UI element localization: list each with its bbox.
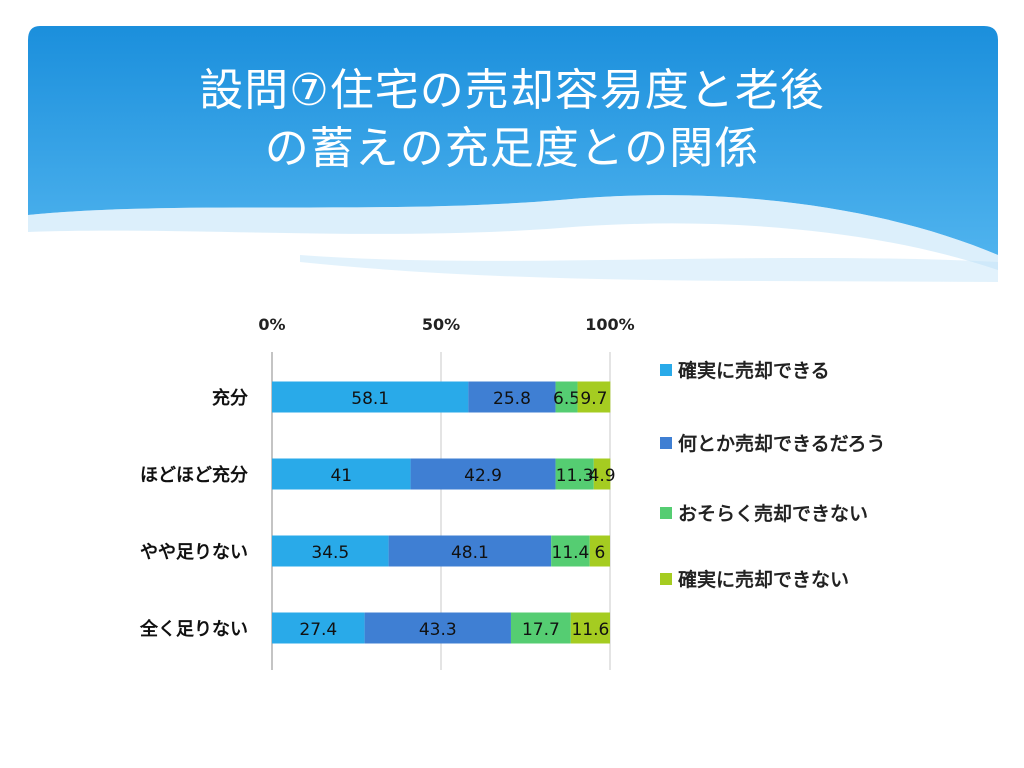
- bar-segment: [364, 612, 511, 644]
- bar-segment: [272, 612, 365, 644]
- data-label: 6.5: [553, 389, 580, 409]
- data-label: 6: [594, 543, 605, 563]
- legend-swatch: [660, 364, 672, 376]
- legend-label: 確実に売却できる: [678, 360, 830, 382]
- bar-segment: [570, 612, 610, 644]
- bar-segment: [593, 458, 611, 490]
- legend-label: おそらく売却できない: [678, 503, 869, 525]
- data-label: 17.7: [522, 620, 560, 640]
- data-label: 11.6: [571, 620, 609, 640]
- legend-swatch: [660, 507, 672, 519]
- legend-item: おそらく売却できない: [660, 500, 960, 528]
- slide-title-line-1: 設問⑦住宅の売却容易度と老後: [199, 65, 825, 116]
- bar-segment: [272, 381, 469, 413]
- legend-item: 確実に売却できない: [660, 566, 960, 594]
- data-label: 25.8: [493, 389, 531, 409]
- legend-label: 何とか売却できるだろう: [678, 433, 886, 455]
- legend-swatch: [660, 573, 672, 585]
- bar-segment: [555, 381, 578, 413]
- banner-wave: [28, 195, 998, 270]
- legend-swatch: [660, 437, 672, 449]
- data-label: 42.9: [464, 466, 502, 486]
- category-label: やや足りない: [140, 542, 248, 563]
- bar-segment: [589, 535, 610, 567]
- x-tick-label: 50%: [422, 315, 460, 334]
- data-label: 43.3: [419, 620, 457, 640]
- data-label: 4.9: [589, 466, 616, 486]
- bar-segment: [410, 458, 556, 490]
- data-label: 11.4: [552, 543, 590, 563]
- data-label: 27.4: [299, 620, 337, 640]
- bar-segment: [388, 535, 552, 567]
- data-label: 11.3: [556, 466, 594, 486]
- category-label: ほどほど充分: [140, 464, 248, 486]
- data-label: 48.1: [451, 543, 489, 563]
- legend-item: 確実に売却できる: [660, 357, 960, 385]
- bar-segment: [551, 535, 590, 567]
- banner-wave-2: [300, 255, 998, 282]
- category-label: 充分: [212, 387, 248, 409]
- bar-segment: [555, 458, 594, 490]
- x-tick-label: 0%: [258, 315, 285, 334]
- legend-item: 何とか売却できるだろう: [660, 430, 960, 458]
- bar-segment: [468, 381, 556, 413]
- slide-title: 設問⑦住宅の売却容易度と老後 の蓄えの充足度との関係: [60, 62, 964, 178]
- bar-segment: [272, 458, 411, 490]
- data-label: 58.1: [351, 389, 389, 409]
- data-label: 41: [330, 466, 352, 486]
- bar-segment: [272, 535, 389, 567]
- category-label: 全く足りない: [139, 618, 248, 640]
- bar-segment: [510, 612, 571, 644]
- title-banner: [28, 26, 998, 282]
- data-label: 9.7: [580, 389, 607, 409]
- legend-label: 確実に売却できない: [678, 569, 850, 591]
- banner-background: [28, 26, 998, 255]
- bar-segment: [577, 381, 611, 413]
- slide-title-line-2: の蓄えの充足度との関係: [264, 123, 760, 174]
- data-label: 34.5: [311, 543, 349, 563]
- x-tick-label: 100%: [585, 315, 634, 334]
